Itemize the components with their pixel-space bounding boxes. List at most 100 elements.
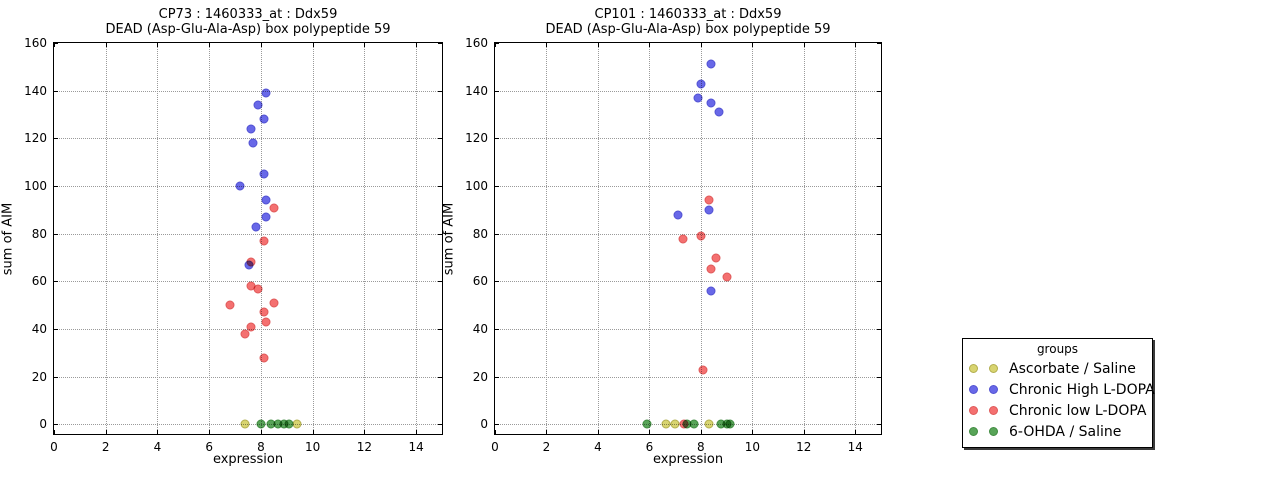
- x-tick: [364, 430, 366, 434]
- y-tick-label: 0: [39, 417, 47, 432]
- data-point: [259, 236, 269, 246]
- data-point: [673, 210, 683, 220]
- right-plot-title-line2: DEAD (Asp-Glu-Ala-Asp) box polypeptide 5…: [545, 22, 831, 37]
- gridline: [546, 43, 548, 434]
- y-tick-label: 40: [31, 322, 47, 337]
- y-tick: [54, 138, 58, 140]
- data-point: [661, 419, 671, 429]
- y-tick-label: 100: [465, 179, 488, 194]
- y-tick-label: 60: [472, 274, 488, 289]
- x-tick: [260, 430, 262, 434]
- y-tick: [54, 43, 58, 44]
- x-tick-label: 12: [796, 440, 812, 454]
- gridline: [495, 233, 881, 235]
- y-tick: [438, 376, 442, 378]
- data-point: [725, 419, 735, 429]
- gridline: [54, 376, 442, 378]
- chronic-high-marker-icon: [969, 385, 978, 394]
- x-tick: [54, 430, 55, 434]
- x-tick: [649, 430, 651, 434]
- y-tick: [438, 281, 442, 283]
- left-plot-title: CP73 : 1460333_at : Ddx59 DEAD (Asp-Glu-…: [54, 7, 442, 37]
- data-point: [246, 124, 256, 134]
- x-tick: [157, 43, 159, 47]
- gridline: [54, 186, 442, 188]
- left-plot-title-line1: CP73 : 1460333_at : Ddx59: [158, 7, 338, 22]
- right-plot-xlabel: expression: [652, 452, 724, 467]
- x-tick: [364, 43, 366, 47]
- legend-title: groups: [1036, 342, 1079, 356]
- y-tick-label: 120: [24, 131, 47, 146]
- gridline: [649, 43, 651, 434]
- gridline: [364, 43, 366, 434]
- gridline: [752, 43, 754, 434]
- x-tick-label: 2: [101, 440, 110, 454]
- y-tick: [438, 138, 442, 140]
- data-point: [256, 419, 266, 429]
- y-tick: [54, 376, 58, 378]
- y-tick: [877, 424, 881, 426]
- gridline: [157, 43, 159, 434]
- data-point: [248, 138, 258, 148]
- 6ohda-marker-icon: [969, 427, 978, 436]
- gridline: [855, 43, 857, 434]
- y-tick: [495, 43, 499, 44]
- data-point: [696, 79, 706, 89]
- y-tick-label: 20: [472, 369, 488, 384]
- y-tick-label: 140: [465, 83, 488, 98]
- x-tick: [312, 43, 314, 47]
- y-tick: [54, 329, 58, 331]
- legend-entry-chronic-low: Chronic low L-DOPA: [969, 400, 1146, 421]
- x-tick: [209, 43, 211, 47]
- x-tick: [649, 43, 651, 47]
- left-plot-title-line2: DEAD (Asp-Glu-Ala-Asp) box polypeptide 5…: [105, 22, 391, 37]
- y-tick: [438, 43, 442, 44]
- data-point: [253, 284, 263, 294]
- data-point: [678, 234, 688, 243]
- y-tick-label: 60: [31, 274, 47, 289]
- gridline: [416, 43, 418, 434]
- left-plot-axes: CP73 : 1460333_at : Ddx59 DEAD (Asp-Glu-…: [1, 7, 443, 467]
- x-tick: [752, 430, 754, 434]
- x-tick-label: 0: [491, 440, 499, 454]
- y-tick: [877, 43, 881, 44]
- x-tick-label: 2: [542, 440, 551, 454]
- data-point: [261, 317, 271, 327]
- data-point: [259, 307, 269, 317]
- legend-entry-ascorbate: Ascorbate / Saline: [969, 358, 1146, 379]
- x-tick: [416, 43, 418, 47]
- data-point: [711, 253, 721, 263]
- y-tick: [495, 376, 499, 378]
- chronic-low-marker-icon: [969, 406, 978, 415]
- x-tick-label: 4: [153, 440, 162, 454]
- legend-entry-label: 6-OHDA / Saline: [1009, 423, 1122, 440]
- y-tick: [54, 281, 58, 283]
- data-point: [284, 419, 294, 429]
- y-tick: [877, 281, 881, 283]
- x-tick: [416, 430, 418, 434]
- y-tick: [54, 90, 58, 92]
- x-tick: [495, 43, 496, 47]
- x-tick-label: 10: [744, 440, 760, 454]
- x-tick: [855, 43, 857, 47]
- data-point: [642, 419, 652, 429]
- gridline: [54, 233, 442, 235]
- gridline: [495, 138, 881, 140]
- x-tick: [105, 430, 107, 434]
- x-tick-label: 8: [697, 440, 705, 454]
- data-point: [251, 222, 261, 232]
- y-tick-label: 80: [31, 226, 47, 241]
- data-point: [704, 419, 714, 429]
- y-tick-label: 80: [472, 226, 488, 241]
- y-tick-label: 160: [24, 36, 47, 50]
- data-point: [235, 181, 245, 191]
- gridline: [312, 43, 314, 434]
- data-point: [693, 93, 703, 103]
- x-tick: [209, 430, 211, 434]
- data-point: [689, 419, 699, 429]
- x-tick: [803, 43, 805, 47]
- y-tick: [54, 186, 58, 188]
- gridline: [495, 90, 881, 92]
- data-point: [259, 114, 269, 124]
- data-point: [670, 419, 680, 429]
